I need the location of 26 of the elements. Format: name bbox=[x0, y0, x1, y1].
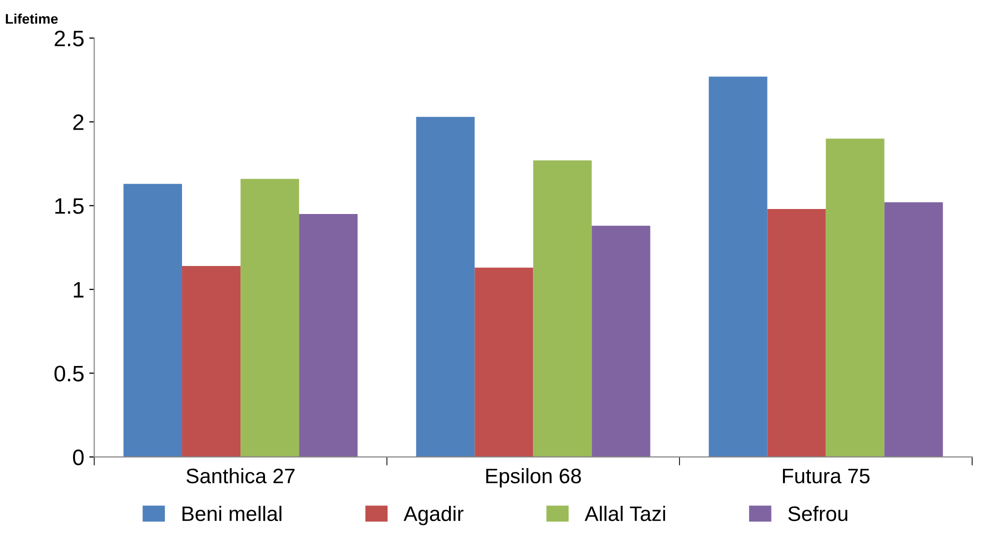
y-tick-label: 2.5 bbox=[54, 30, 84, 46]
y-tick-label: 2 bbox=[73, 114, 84, 130]
y-tick-label: 0 bbox=[73, 449, 84, 466]
y-axis-title: Lifetime bbox=[6, 14, 58, 24]
y-tick-label: 0.5 bbox=[54, 366, 84, 382]
bar bbox=[474, 268, 534, 457]
legend-label: Beni mellal bbox=[182, 506, 282, 522]
bar bbox=[708, 76, 768, 457]
x-tick-label: Futura 75 bbox=[782, 468, 870, 484]
bar bbox=[299, 214, 358, 457]
bar bbox=[592, 226, 650, 457]
y-tick-label: 1 bbox=[74, 282, 84, 298]
bar bbox=[884, 202, 943, 457]
legend-label: Allal Tazi bbox=[584, 506, 666, 522]
bar bbox=[182, 266, 241, 457]
x-tick-label: Santhica 27 bbox=[186, 468, 295, 484]
y-tick-label: 1.5 bbox=[55, 198, 84, 214]
x-tick-label: Epsilon 68 bbox=[486, 468, 581, 488]
bar bbox=[416, 116, 475, 457]
bar bbox=[240, 178, 300, 457]
bar bbox=[124, 184, 182, 457]
legend-label: Sefrou bbox=[788, 506, 848, 522]
bar bbox=[826, 138, 884, 457]
bar bbox=[533, 160, 592, 457]
bar bbox=[767, 208, 826, 457]
legend-label: Agadir bbox=[404, 506, 464, 526]
